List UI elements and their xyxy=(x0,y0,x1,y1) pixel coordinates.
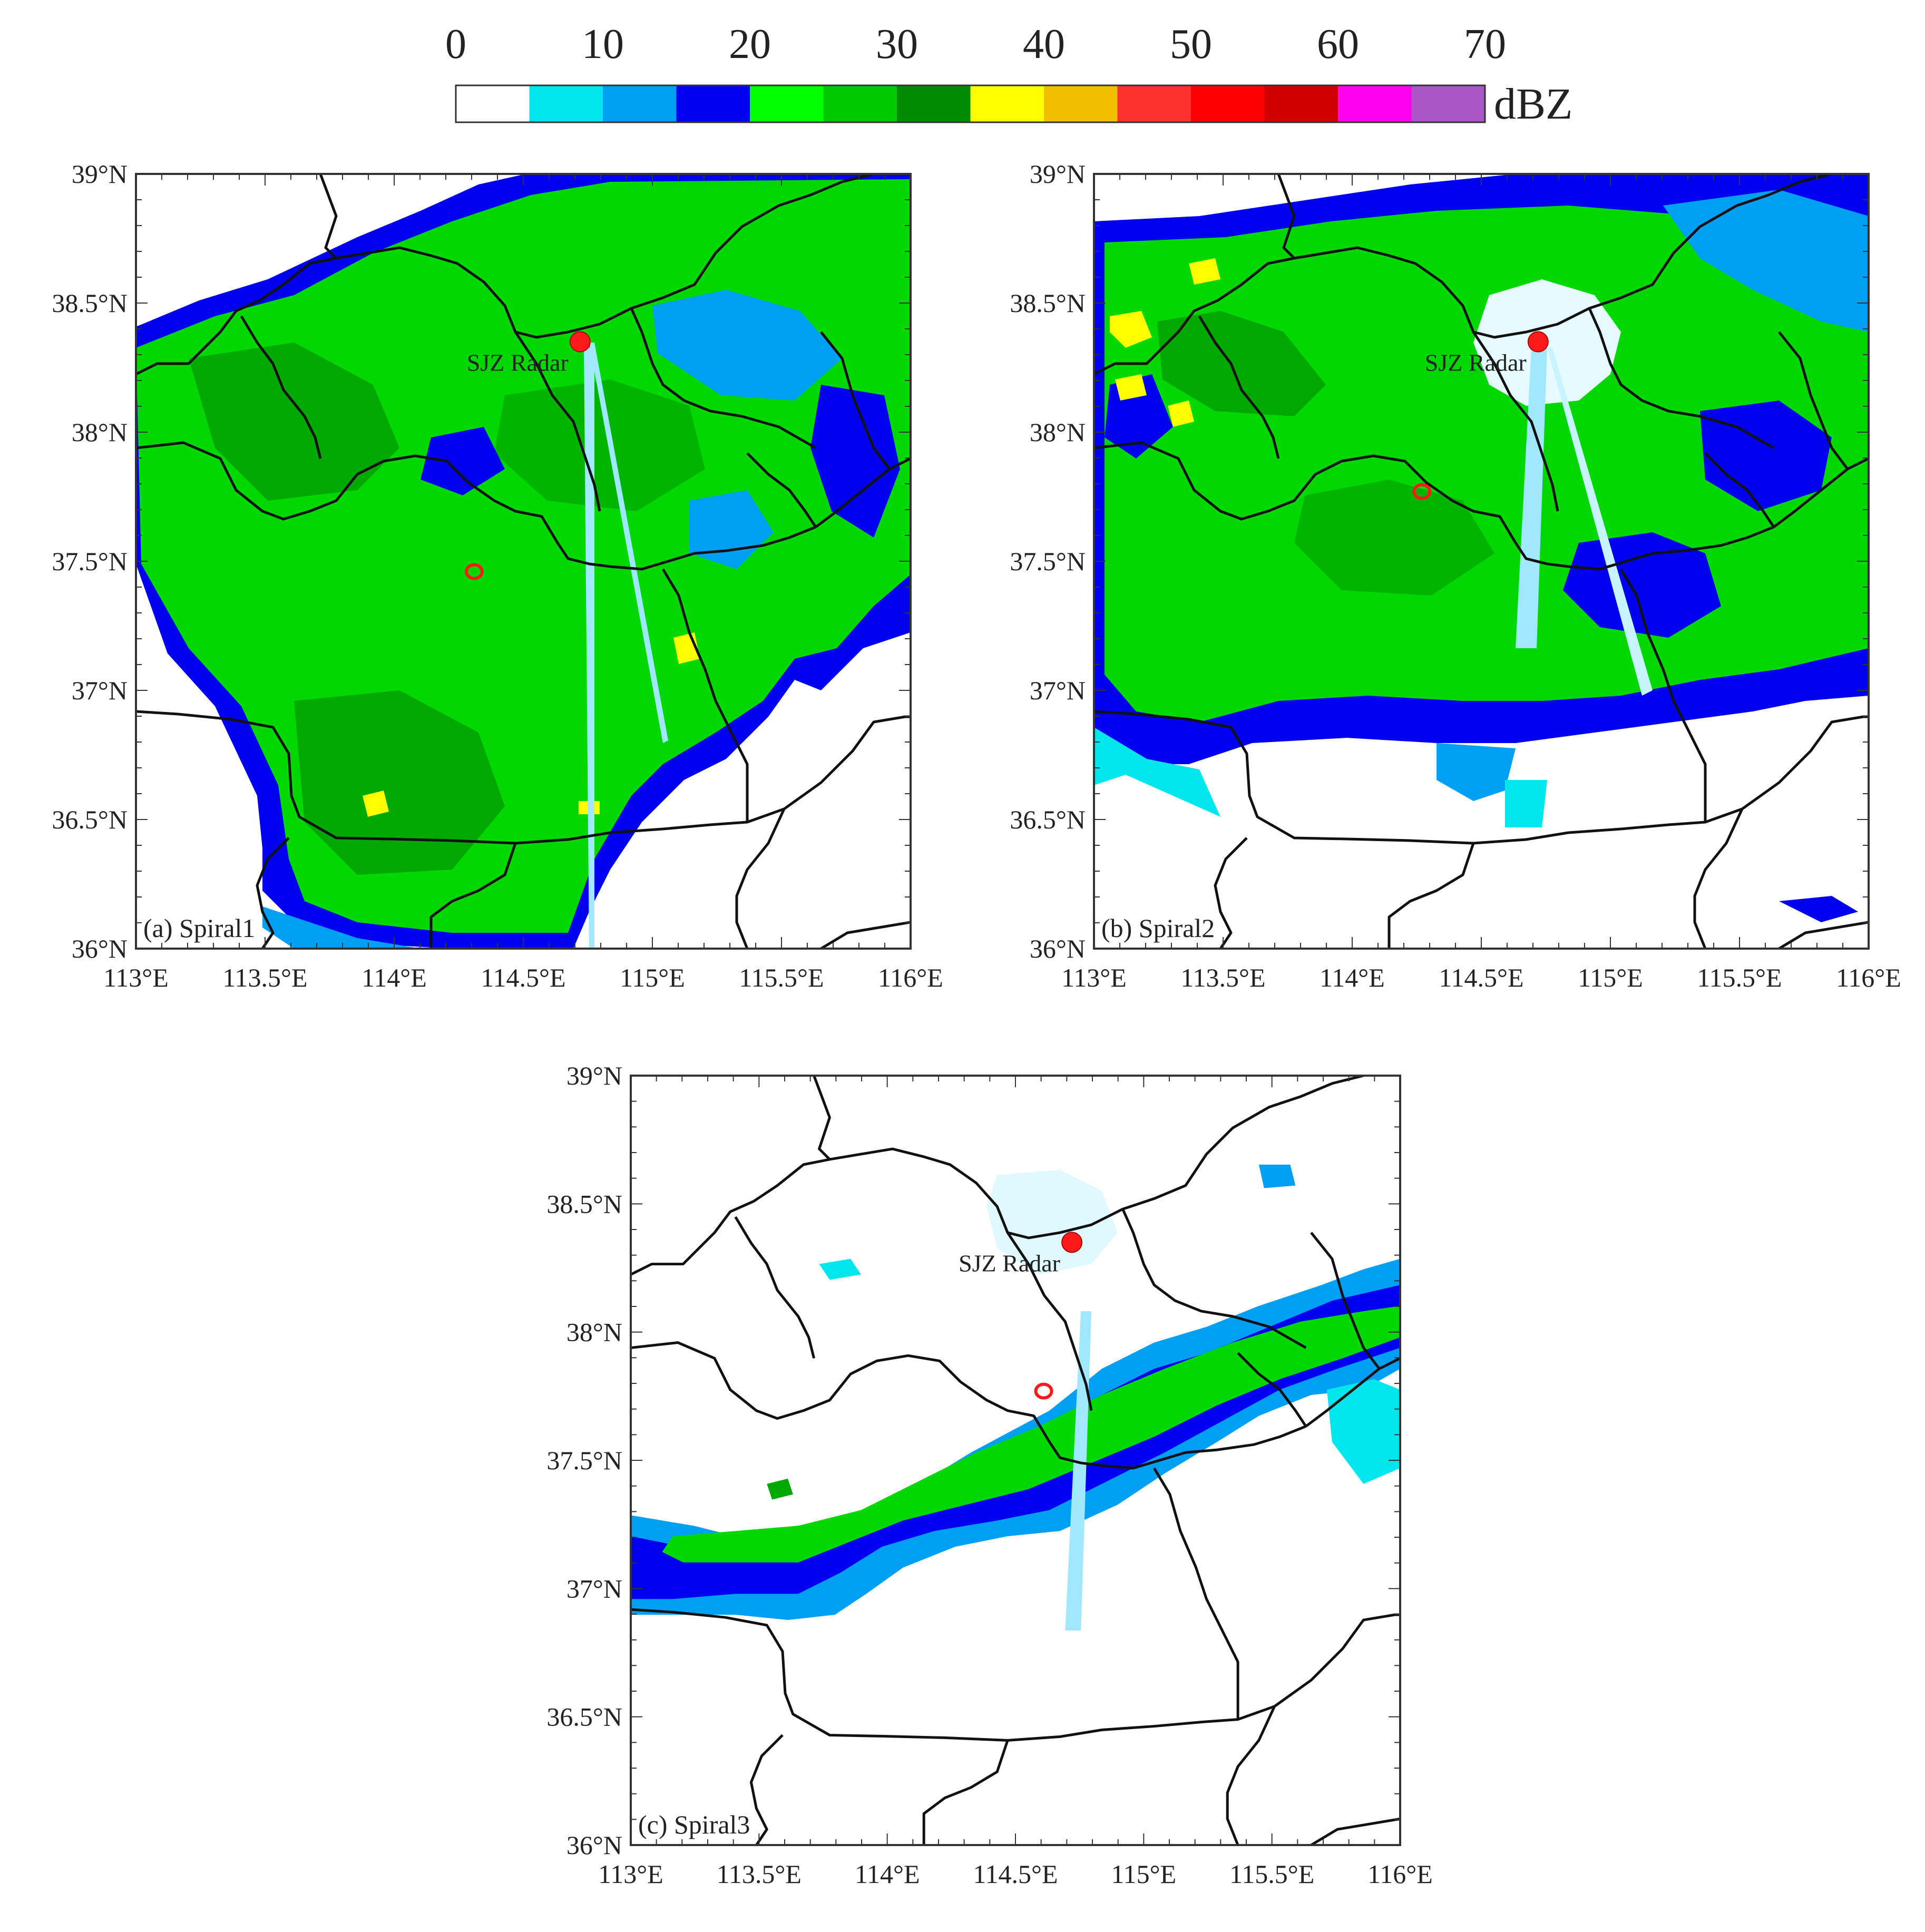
map-panel: 113°E 113.5°E 114°E 114.5°E 115°E 115.5°E 116°… xyxy=(52,159,943,992)
colorbar-segment xyxy=(897,85,971,122)
x-tick-label: 113.5°E xyxy=(717,1859,802,1889)
colorbar-tick-label: 50 xyxy=(1170,21,1212,67)
y-tick-label: 38°N xyxy=(1030,417,1086,447)
y-tick-label: 37.5°N xyxy=(1010,547,1086,576)
y-tick-label: 38.5°N xyxy=(1010,288,1086,318)
radar-site-marker xyxy=(569,331,591,353)
colorbar-segment xyxy=(1338,85,1412,122)
colorbar-segment xyxy=(456,85,530,122)
x-tick-label: 114.5°E xyxy=(481,963,565,992)
colorbar-segment xyxy=(1264,85,1338,122)
colorbar-tick-label: 20 xyxy=(729,21,771,67)
x-tick-label: 116°E xyxy=(1836,963,1901,992)
radar-site-marker xyxy=(1061,1232,1083,1253)
x-tick-label: 113.5°E xyxy=(222,963,307,992)
reflectivity-field xyxy=(136,174,911,949)
x-tick-label: 115.5°E xyxy=(739,963,824,992)
map-panel: 113°E 113.5°E 114°E 114.5°E 115°E 115.5°E 116°… xyxy=(1010,159,1901,992)
y-tick-label: 37.5°N xyxy=(52,547,128,576)
colorbar-segment xyxy=(1191,85,1265,122)
colorbar-segment xyxy=(823,85,897,122)
colorbar-tick-label: 0 xyxy=(445,21,466,67)
colorbar-segment xyxy=(970,85,1044,122)
y-tick-label: 39°N xyxy=(566,1061,622,1090)
colorbar-tick-label: 10 xyxy=(582,21,624,67)
x-tick-label: 116°E xyxy=(1367,1859,1433,1889)
y-tick-label: 36°N xyxy=(1030,934,1086,963)
x-tick-label: 114°E xyxy=(855,1859,920,1889)
colorbar-frame xyxy=(455,84,1486,123)
x-tick-label: 113°E xyxy=(1061,963,1127,992)
map-panel: 113°E 113.5°E 114°E 114.5°E 115°E 115.5°E 116°… xyxy=(546,1061,1432,1889)
x-tick-label: 114°E xyxy=(1320,963,1385,992)
colorbar-unit: dBZ xyxy=(1494,80,1572,129)
colorbar-segment xyxy=(676,85,750,122)
x-tick-label: 114.5°E xyxy=(973,1859,1058,1889)
y-tick-label: 37°N xyxy=(566,1574,622,1603)
colorbar-segment xyxy=(1117,85,1191,122)
radar-site-marker xyxy=(1527,331,1549,353)
map-panels: 113°E 113.5°E 114°E 114.5°E 115°E 115.5°E 116°… xyxy=(52,159,1901,1889)
y-tick-label: 37°N xyxy=(72,676,128,705)
colorbar-tick-label: 30 xyxy=(876,21,918,67)
y-tick-label: 38°N xyxy=(72,417,128,447)
panel-label: (c) Spiral3 xyxy=(638,1810,750,1839)
x-tick-label: 113°E xyxy=(598,1859,663,1889)
y-tick-label: 37°N xyxy=(1030,676,1086,705)
reflectivity-field xyxy=(1094,174,1869,922)
y-tick-label: 38.5°N xyxy=(546,1189,622,1218)
y-tick-label: 38°N xyxy=(566,1318,622,1347)
x-tick-label: 114°E xyxy=(361,963,427,992)
y-tick-label: 37.5°N xyxy=(546,1446,622,1475)
x-tick-label: 115.5°E xyxy=(1697,963,1782,992)
x-tick-label: 115°E xyxy=(620,963,685,992)
colorbar-segment xyxy=(750,85,824,122)
radar-label: SJZ Radar xyxy=(467,349,569,376)
colorbar-tick-label: 70 xyxy=(1464,21,1506,67)
y-tick-label: 36°N xyxy=(566,1830,622,1860)
x-tick-label: 115.5°E xyxy=(1229,1859,1314,1889)
colorbar-tick-label: 40 xyxy=(1023,21,1065,67)
y-tick-label: 36.5°N xyxy=(52,805,128,834)
x-tick-label: 114.5°E xyxy=(1439,963,1523,992)
y-tick-label: 36.5°N xyxy=(1010,805,1086,834)
x-tick-label: 115°E xyxy=(1578,963,1643,992)
colorbar-segment xyxy=(529,85,603,122)
colorbar-segment xyxy=(603,85,677,122)
x-tick-label: 115°E xyxy=(1111,1859,1176,1889)
panel-label: (b) Spiral2 xyxy=(1101,913,1215,943)
colorbar-tick-label: 60 xyxy=(1317,21,1359,67)
spiral-location-marker xyxy=(1034,1382,1053,1400)
colorbar: 0 10 20 30 40 50 60 70 dBZ xyxy=(445,21,1572,129)
y-tick-label: 36.5°N xyxy=(546,1702,622,1732)
x-tick-label: 113.5°E xyxy=(1180,963,1265,992)
y-tick-label: 38.5°N xyxy=(52,288,128,318)
spiral-location-marker xyxy=(464,563,484,580)
x-tick-label: 113°E xyxy=(103,963,169,992)
colorbar-segment xyxy=(1044,85,1118,122)
spiral-location-marker xyxy=(1412,483,1432,500)
colorbar-segment xyxy=(1411,85,1486,122)
y-tick-label: 39°N xyxy=(1030,159,1086,189)
radar-label: SJZ Radar xyxy=(959,1250,1060,1276)
panel-label: (a) Spiral1 xyxy=(143,913,255,943)
radar-label: SJZ Radar xyxy=(1425,349,1527,376)
y-tick-label: 39°N xyxy=(72,159,128,189)
x-tick-label: 116°E xyxy=(878,963,943,992)
y-tick-label: 36°N xyxy=(72,934,128,963)
